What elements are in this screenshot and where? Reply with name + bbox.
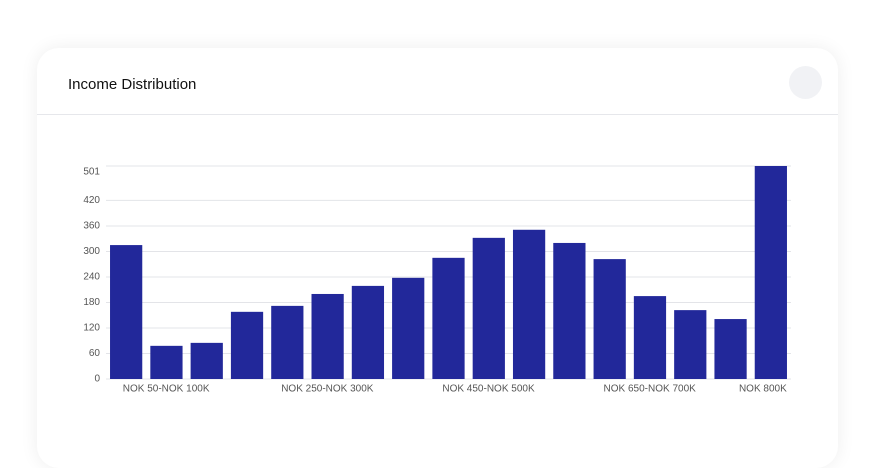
bar (714, 319, 747, 379)
y-tick-label: 0 (94, 374, 100, 385)
bar (553, 242, 586, 379)
y-tick-label: 420 (83, 195, 100, 206)
y-tick-label: 501 (83, 167, 100, 178)
y-tick-label: 120 (83, 323, 100, 334)
bar (392, 277, 425, 379)
bar (311, 293, 344, 379)
x-tick-label: NOK 800K (739, 384, 787, 395)
bar (754, 166, 787, 379)
y-tick-label: 240 (83, 272, 100, 283)
bar (633, 296, 667, 379)
bar (432, 257, 465, 379)
separator (37, 114, 838, 115)
y-tick-label: 60 (89, 348, 101, 359)
y-tick-label: 360 (83, 221, 100, 232)
bar (150, 345, 183, 379)
bar (230, 311, 264, 379)
x-tick-label: NOK 650-NOK 700K (604, 384, 697, 395)
y-tick-label: 180 (83, 297, 100, 308)
bar (351, 285, 385, 379)
bar (271, 305, 304, 379)
card-title: Income Distribution (68, 76, 197, 93)
y-tick-label: 300 (83, 246, 100, 257)
bar (512, 229, 546, 379)
x-tick-label: NOK 50-NOK 100K (123, 384, 210, 395)
bar (472, 237, 505, 379)
chart: 0 60 120 180 240 300 360 420 501 NOK 50-NOK 100K N… (83, 165, 791, 395)
bar (190, 342, 223, 379)
bar (110, 245, 143, 379)
x-tick-label: NOK 450-NOK 500K (442, 384, 535, 395)
x-tick-label: NOK 250-NOK 300K (281, 384, 374, 395)
bar (674, 310, 707, 379)
menu-button[interactable] (789, 66, 822, 99)
bar (593, 259, 626, 379)
